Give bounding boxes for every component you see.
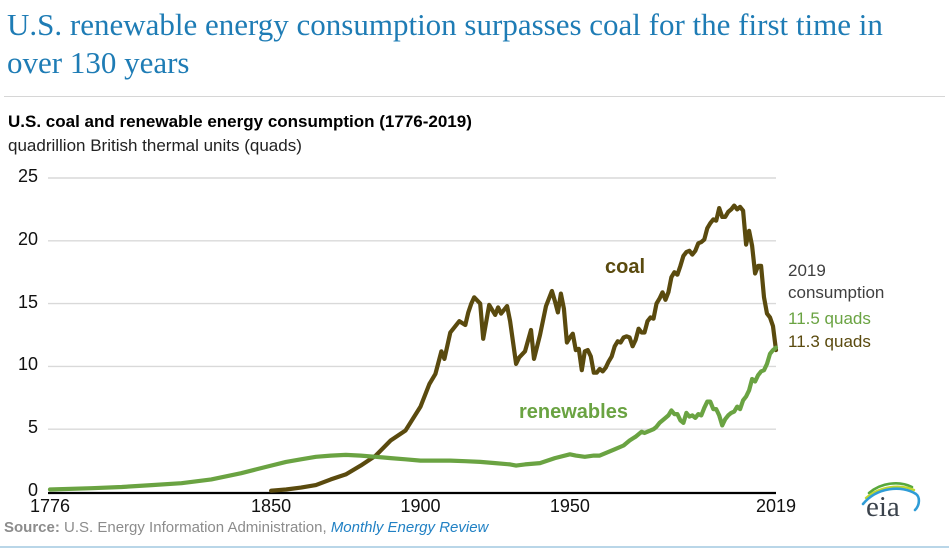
coal-series-label: coal [605, 256, 646, 278]
chart-subtitle: quadrillion British thermal units (quads… [8, 136, 302, 155]
x-axis-tick-label: 2019 [755, 496, 797, 516]
eia-logo-arc-lime [864, 485, 916, 500]
y-axis-tick-label: 25 [17, 166, 38, 186]
source-link[interactable]: Monthly Energy Review [330, 519, 489, 536]
eia-logo-text: eia [866, 491, 900, 523]
page-title: U.S. renewable energy consumption surpas… [7, 7, 883, 80]
eia-logo-arc-blue [861, 487, 921, 512]
x-axis-tick-label: 1900 [400, 496, 441, 516]
coal-line [269, 203, 779, 493]
bottom-divider [0, 546, 949, 548]
eia-logo-arc-green [867, 482, 914, 495]
x-axis-tick-label: 1950 [549, 496, 590, 516]
annotation-line-2: consumption [788, 283, 885, 302]
annotation-line-1: 2019 [788, 261, 826, 280]
source-line: Source: U.S. Energy Information Administ… [4, 519, 488, 536]
eia-logo: eia [861, 482, 921, 523]
chart-title: U.S. coal and renewable energy consumpti… [8, 112, 472, 131]
coal-end-value: 11.3 quads [788, 332, 871, 351]
source-text: U.S. Energy Information Administration, [59, 519, 331, 536]
renewables-line [47, 345, 779, 492]
title-divider [4, 96, 945, 97]
y-axis-tick-label: 10 [17, 354, 38, 375]
y-axis-tick-label: 5 [27, 417, 38, 438]
x-axis-tick-label: 1850 [251, 496, 292, 516]
renewables-series-label: renewables [519, 401, 628, 423]
y-axis-tick-label: 0 [27, 480, 38, 500]
renewables-end-value: 11.5 quads [788, 309, 871, 328]
source-label: Source: [4, 519, 60, 536]
y-axis-tick-label: 20 [17, 228, 38, 249]
y-axis-tick-label: 15 [17, 291, 38, 312]
annotation-2019-consumption: 2019 consumption [788, 260, 884, 304]
x-axis-tick-label: 1776 [29, 496, 71, 516]
